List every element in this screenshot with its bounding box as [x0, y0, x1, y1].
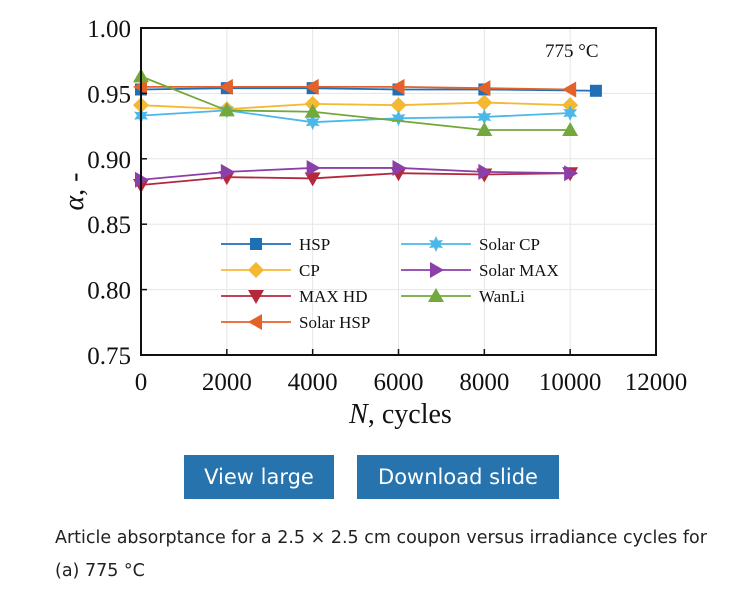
y-tick-label: 1.00 — [87, 18, 131, 43]
legend-marker-solar-max — [430, 262, 444, 278]
x-tick-label: 4000 — [288, 369, 338, 396]
data-point-solar-max — [478, 163, 493, 180]
data-point-solar-max — [564, 165, 579, 182]
x-tick-label: 2000 — [202, 369, 252, 396]
legend-label-hsp: HSP — [299, 235, 330, 254]
y-axis-title: α, - — [59, 172, 90, 210]
data-point-solar-hsp — [476, 80, 491, 97]
view-large-button[interactable]: View large — [184, 455, 334, 499]
data-point-solar-hsp — [304, 78, 319, 95]
data-point-wanli — [476, 122, 493, 137]
y-tick-label: 0.85 — [87, 212, 131, 239]
data-point-solar-cp — [477, 108, 492, 125]
x-tick-label: 8000 — [459, 369, 509, 396]
legend-marker-max-hd — [248, 290, 264, 304]
legend-marker-solar-hsp — [248, 314, 262, 330]
x-tick-label: 12000 — [625, 369, 688, 396]
data-point-solar-cp — [305, 114, 320, 131]
y-tick-label: 0.75 — [87, 343, 131, 370]
download-slide-button[interactable]: Download slide — [357, 455, 559, 499]
legend-label-cp: CP — [299, 261, 320, 280]
data-point-solar-cp — [563, 105, 578, 122]
data-point-max-hd — [304, 172, 321, 187]
figure-caption: Article absorptance for a 2.5 × 2.5 cm c… — [55, 528, 707, 581]
button-row: View large Download slide — [0, 455, 750, 499]
data-point-solar-hsp — [562, 81, 577, 98]
series-line-solar-hsp — [141, 85, 571, 91]
data-point-solar-max — [306, 159, 321, 176]
temperature-annotation: 775 °C — [545, 41, 599, 62]
legend-label-solar-cp: Solar CP — [479, 235, 540, 254]
legend-label-wanli: WanLi — [479, 287, 525, 306]
data-point-solar-max — [220, 163, 235, 180]
data-point-cp — [390, 97, 407, 114]
data-point-wanli — [218, 102, 235, 117]
data-point-solar-max — [392, 159, 407, 176]
chart-figure: 0 2000 4000 6000 8000 10000 12000 0.75 0.80 0.85 0… — [55, 18, 689, 430]
chart-svg: 0 2000 4000 6000 8000 10000 12000 0.75 0.80 0.85 0… — [59, 18, 688, 430]
series-line-hsp — [140, 87, 596, 92]
legend-marker-cp — [248, 262, 264, 278]
legend-marker-solar-cp — [429, 236, 443, 252]
data-point-solar-hsp — [218, 78, 233, 95]
x-tick-label: 0 — [135, 369, 148, 396]
series-line-max-hd — [140, 172, 571, 186]
data-point-hsp — [589, 84, 602, 97]
data-point-cp — [476, 94, 493, 111]
legend-label-solar-max: Solar MAX — [479, 261, 559, 280]
legend-label-max-hd: MAX HD — [299, 287, 367, 306]
y-tick-label: 0.90 — [87, 147, 131, 174]
data-point-solar-cp — [391, 110, 406, 127]
data-point-wanli — [304, 103, 321, 118]
y-tick-label: 0.80 — [87, 278, 131, 305]
legend-marker-hsp — [250, 238, 262, 250]
data-point-solar-hsp — [390, 78, 405, 95]
x-tick-label: 6000 — [374, 369, 424, 396]
x-tick-label: 10000 — [539, 369, 602, 396]
series-line-solar-max — [140, 167, 571, 181]
series-line-cp — [140, 101, 571, 110]
legend-label-solar-hsp: Solar HSP — [299, 313, 370, 332]
legend-marker-wanli — [428, 288, 444, 302]
data-point-wanli — [562, 122, 579, 137]
x-axis-title: N, cycles — [348, 399, 452, 430]
series-line-solar-cp — [140, 109, 571, 124]
y-tick-label: 0.95 — [87, 81, 131, 108]
